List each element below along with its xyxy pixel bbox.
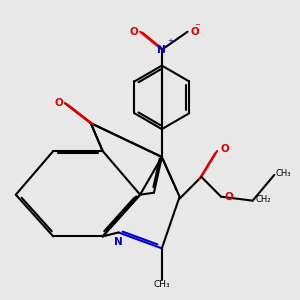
Text: N: N: [114, 237, 123, 247]
Text: CH₃: CH₃: [154, 280, 170, 289]
Text: CH₂: CH₂: [256, 195, 271, 204]
Text: +: +: [167, 38, 173, 44]
Text: O: O: [130, 27, 139, 37]
Text: O: O: [220, 145, 229, 154]
Text: O: O: [55, 98, 64, 108]
Text: O: O: [190, 27, 199, 37]
Text: N: N: [158, 45, 166, 55]
Text: CH₃: CH₃: [276, 169, 291, 178]
Text: O: O: [224, 192, 233, 202]
Text: −: −: [194, 22, 200, 28]
